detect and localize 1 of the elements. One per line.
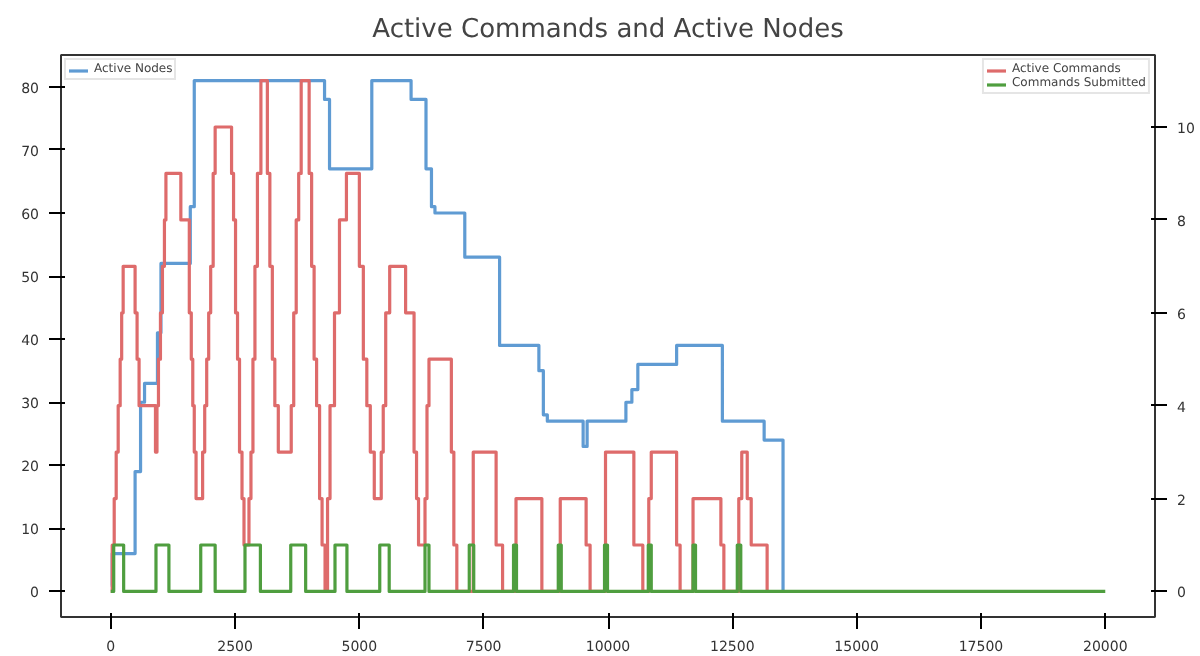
chart-title: Active Commands and Active Nodes [372, 15, 845, 45]
